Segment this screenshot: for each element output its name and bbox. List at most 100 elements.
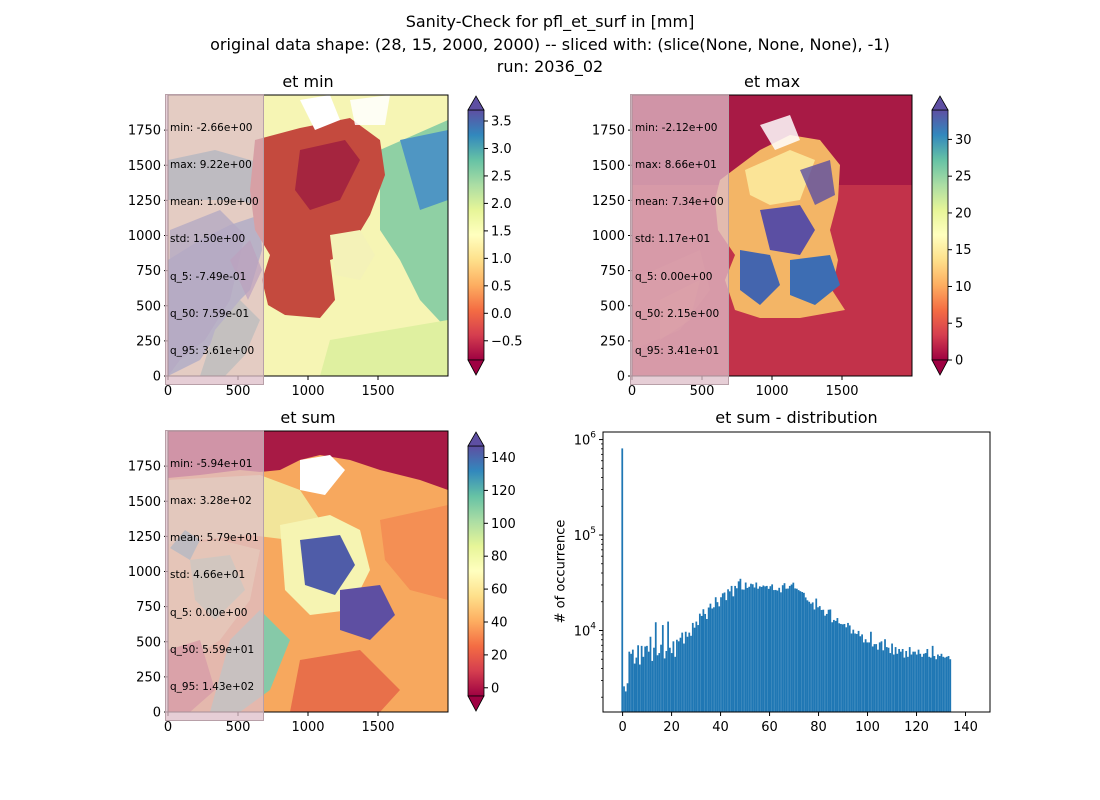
stats-box-et-sum: min: -5.94e+01 max: 3.28e+02 mean: 5.79e…: [165, 430, 264, 722]
histogram-bar: [794, 588, 796, 712]
colorbar-tick-label: 0.5: [491, 279, 512, 294]
histogram-bar: [834, 620, 837, 712]
histogram-bar: [810, 603, 812, 712]
histogram-bar: [836, 618, 839, 712]
histogram-bar: [681, 632, 684, 712]
histogram-bar: [848, 625, 851, 712]
histogram-bar: [884, 639, 886, 712]
histogram-bar: [661, 625, 664, 712]
histogram-bar: [730, 585, 733, 712]
histogram-bar: [938, 656, 941, 712]
colorbar-et-min: [467, 109, 485, 361]
histogram-bar: [668, 647, 671, 712]
histogram-bar: [903, 657, 906, 712]
y-tick-label: 1500: [128, 159, 161, 174]
stat-line: q_5: 0.00e+00: [170, 606, 248, 619]
histogram-bar: [757, 588, 759, 712]
panel-et-min: 0 500 1000 1500 0 250 500 750 1000 1250 1500 1750 −0…: [0, 0, 523, 399]
histogram-bar: [686, 636, 689, 712]
histogram-bar: [720, 597, 722, 712]
histogram-bar: [889, 653, 892, 712]
histogram-bar: [651, 660, 654, 712]
histogram-bar: [880, 641, 883, 712]
x-tick-label: 1000: [755, 384, 788, 399]
y-tick-label: 105: [574, 526, 596, 544]
stat-line: mean: 5.79e+01: [170, 532, 259, 545]
x-tick-label: 500: [226, 720, 251, 735]
histogram-bar: [758, 586, 761, 712]
stat-line: q_50: 7.59e-01: [170, 307, 250, 320]
x-tick-label: 80: [810, 720, 827, 735]
histogram-bar: [774, 589, 777, 712]
histogram-bar: [831, 622, 833, 712]
colorbar-tick-label: 2.5: [491, 169, 512, 184]
x-tick-label: 1000: [291, 720, 324, 735]
histogram-bar: [727, 589, 729, 712]
x-tick-label: 1000: [291, 384, 324, 399]
histogram-bar: [868, 642, 871, 712]
histogram-bar: [700, 615, 703, 712]
colorbar-tick-label: 140: [491, 451, 516, 466]
histogram-bar: [898, 648, 901, 712]
histogram-bar: [917, 649, 920, 712]
histogram-bar: [813, 609, 816, 712]
histogram-bar: [857, 630, 860, 712]
x-tick-label: 0: [164, 384, 172, 399]
colorbar-tick-label: 100: [491, 517, 516, 532]
histogram-bar: [792, 582, 795, 712]
histogram-bar: [649, 636, 652, 712]
histogram-bar: [653, 647, 655, 712]
figure-title-line2: original data shape: (28, 15, 2000, 2000…: [210, 35, 890, 54]
x-tick-label: 1500: [361, 720, 394, 735]
histogram-bar: [676, 639, 678, 712]
histogram-bar: [873, 644, 876, 712]
histogram-bar: [788, 585, 791, 712]
colorbar-et-max: [931, 109, 949, 361]
colorbar-tick-label: 3.0: [491, 142, 512, 157]
histogram-bar: [739, 578, 742, 712]
histogram-bar: [797, 590, 800, 712]
y-tick-label: 500: [600, 299, 625, 314]
x-tick-label: 1500: [361, 384, 394, 399]
histogram-bar: [787, 588, 789, 712]
histogram-bar: [854, 633, 856, 712]
histogram-bar: [808, 601, 811, 712]
histogram-bar: [871, 646, 874, 712]
stat-line: q_95: 1.43e+02: [170, 681, 255, 694]
histogram-bar: [885, 647, 888, 712]
x-tick-label: 140: [953, 720, 978, 735]
histogram-bar: [949, 659, 952, 712]
y-tick-label: 0: [153, 706, 161, 721]
histogram-bar: [769, 586, 772, 712]
histogram-bar: [847, 622, 849, 712]
panel-histogram: 0 20 40 60 80 100 120 140 104 105 106 # of occurre…: [0, 0, 991, 735]
histogram-bar: [646, 645, 648, 712]
x-tick-label: 0: [164, 720, 172, 735]
colorbar-extend-bottom: [931, 359, 949, 376]
histogram-bar: [922, 653, 925, 712]
histogram-bar: [654, 622, 657, 712]
y-tick-label: 106: [574, 431, 597, 449]
histogram-bar: [707, 607, 710, 712]
x-tick-label: 60: [761, 720, 778, 735]
histogram-bar: [864, 639, 867, 712]
colorbar-tick-label: 3.5: [491, 114, 512, 129]
stats-box-et-max: min: -2.12e+00 max: 8.66e+01 mean: 7.34e…: [630, 94, 729, 386]
histogram-bar: [621, 448, 624, 712]
y-tick-label: 250: [600, 334, 625, 349]
histogram-bar: [693, 627, 696, 712]
y-tick-label: 250: [136, 670, 161, 685]
histogram-bar: [647, 651, 650, 712]
colorbar-tick-label: 2.0: [491, 197, 512, 212]
histogram-bar: [801, 592, 804, 712]
histogram-bar: [688, 632, 691, 712]
histogram-bar: [695, 621, 698, 712]
colorbar-tick-label: 25: [955, 170, 972, 185]
histogram-bar: [665, 650, 668, 712]
histogram-bar: [820, 609, 823, 712]
y-tick-label: 750: [136, 264, 161, 279]
histogram-bar: [713, 607, 715, 712]
histogram-bar: [862, 642, 865, 712]
histogram-bar: [691, 622, 694, 712]
y-tick-label: 1750: [592, 124, 625, 139]
